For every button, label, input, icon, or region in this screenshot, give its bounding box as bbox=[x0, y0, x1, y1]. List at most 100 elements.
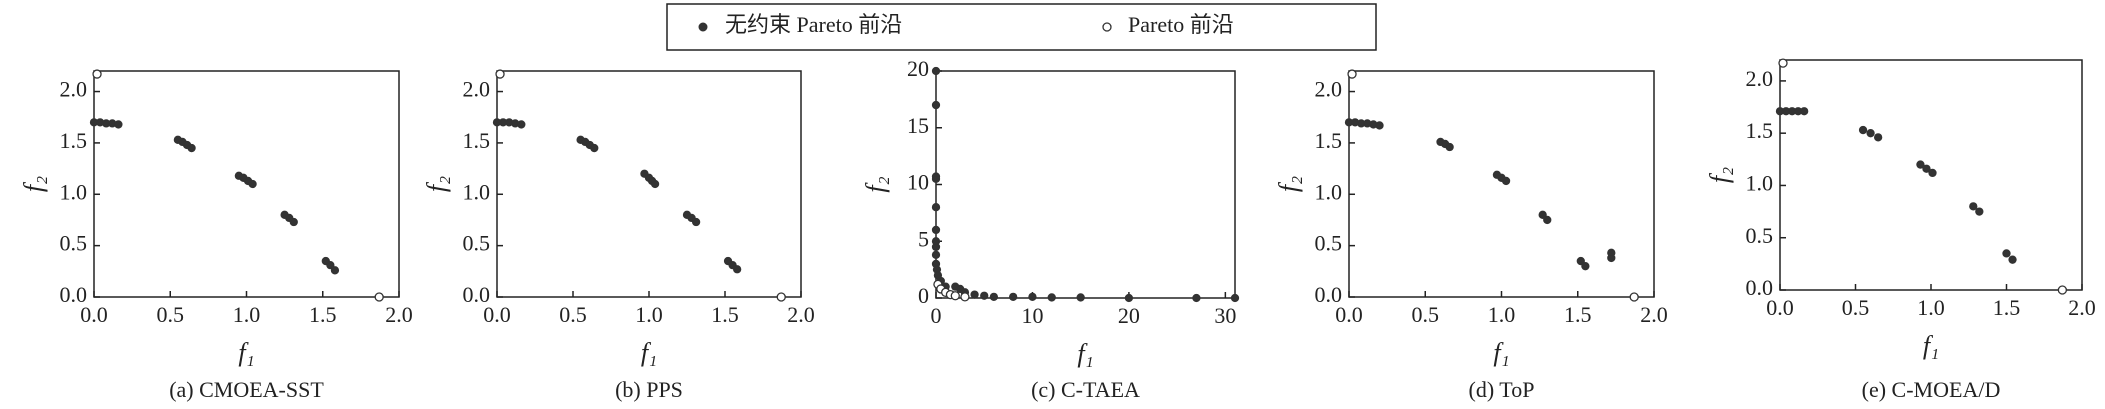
point bbox=[650, 179, 660, 189]
point bbox=[931, 250, 941, 260]
y-axis-label: f₂ bbox=[422, 176, 451, 192]
point bbox=[1009, 292, 1018, 302]
point bbox=[1192, 293, 1201, 303]
point bbox=[950, 291, 960, 301]
point bbox=[980, 291, 989, 300]
point bbox=[1629, 292, 1639, 302]
subplot-caption: (d) ToP bbox=[1469, 377, 1535, 402]
point bbox=[1916, 160, 1925, 169]
point bbox=[931, 100, 941, 110]
point bbox=[960, 292, 970, 302]
x-axis-label: f₁ bbox=[238, 338, 254, 367]
legend-box bbox=[666, 3, 1377, 51]
y-axis-label: f₂ bbox=[19, 176, 48, 192]
y-tick-label: 2.0 bbox=[1315, 77, 1343, 102]
point bbox=[2057, 285, 2068, 295]
y-axis-label: f₂ bbox=[1705, 167, 1734, 183]
subplot-caption: (b) PPS bbox=[615, 377, 683, 402]
x-tick-label: 2.0 bbox=[2068, 295, 2096, 320]
y-tick-label: 0.5 bbox=[60, 231, 88, 256]
point bbox=[1581, 262, 1590, 271]
x-tick-label: 0.0 bbox=[1335, 302, 1363, 327]
x-tick-label: 1.0 bbox=[1488, 302, 1516, 327]
x-tick-label: 2.0 bbox=[1640, 302, 1668, 327]
point bbox=[374, 292, 384, 302]
x-axis-label: f₁ bbox=[1923, 331, 1939, 360]
y-tick-label: 15 bbox=[907, 113, 929, 138]
point bbox=[2002, 249, 2011, 258]
x-tick-label: 1.5 bbox=[1993, 295, 2021, 320]
point bbox=[248, 179, 257, 189]
y-tick-label: 20 bbox=[907, 56, 929, 81]
point bbox=[1928, 168, 1937, 178]
x-tick-label: 10 bbox=[1021, 303, 1043, 328]
point bbox=[931, 203, 941, 212]
point bbox=[776, 292, 786, 302]
plot-frame bbox=[496, 70, 802, 298]
y-tick-label: 1.0 bbox=[1746, 171, 1774, 196]
point bbox=[1975, 207, 1984, 216]
x-tick-label: 0.0 bbox=[483, 302, 511, 327]
x-tick-label: 0.5 bbox=[559, 302, 587, 327]
point bbox=[289, 217, 298, 227]
y-tick-label: 1.0 bbox=[1315, 179, 1343, 204]
y-tick-label: 1.5 bbox=[1315, 128, 1343, 153]
point bbox=[1607, 253, 1616, 263]
x-tick-label: 0.5 bbox=[1842, 295, 1870, 320]
x-tick-label: 1.5 bbox=[309, 302, 337, 327]
y-tick-label: 5 bbox=[918, 226, 929, 251]
point bbox=[1858, 125, 1868, 135]
point bbox=[691, 217, 701, 227]
subplot-caption: (a) CMOEA-SST bbox=[169, 377, 324, 402]
point bbox=[1778, 58, 1788, 68]
subplot-caption: (e) C-MOEA/D bbox=[1862, 377, 2001, 402]
y-tick-label: 0.5 bbox=[1746, 223, 1774, 248]
x-tick-label: 0.5 bbox=[1412, 302, 1440, 327]
y-axis-label: f₂ bbox=[1274, 176, 1303, 192]
y-tick-label: 2.0 bbox=[463, 77, 491, 102]
point bbox=[187, 143, 196, 153]
y-tick-label: 0.5 bbox=[463, 231, 491, 256]
point bbox=[1028, 292, 1037, 302]
point bbox=[517, 120, 526, 129]
x-tick-label: 2.0 bbox=[385, 302, 413, 327]
x-tick-label: 0.0 bbox=[80, 302, 108, 327]
y-tick-label: 0.0 bbox=[463, 282, 491, 307]
legend-label: 无约束 Pareto 前沿 bbox=[725, 12, 902, 37]
legend-label: Pareto 前沿 bbox=[1128, 12, 1234, 37]
plot-frame bbox=[935, 70, 1236, 299]
point bbox=[931, 66, 941, 76]
y-tick-label: 1.5 bbox=[463, 128, 491, 153]
point bbox=[495, 69, 505, 79]
x-axis-label: f₁ bbox=[1077, 339, 1093, 368]
x-tick-label: 2.0 bbox=[787, 302, 815, 327]
y-tick-label: 0 bbox=[918, 283, 929, 308]
point bbox=[1922, 164, 1931, 173]
point bbox=[931, 225, 941, 235]
point bbox=[1501, 176, 1511, 186]
y-tick-label: 1.5 bbox=[60, 128, 88, 153]
point bbox=[114, 120, 123, 129]
x-tick-label: 1.0 bbox=[635, 302, 663, 327]
point bbox=[92, 69, 102, 79]
x-tick-label: 1.0 bbox=[233, 302, 261, 327]
point bbox=[1874, 133, 1883, 142]
point bbox=[1538, 210, 1547, 219]
point bbox=[1047, 293, 1056, 302]
x-tick-label: 20 bbox=[1118, 303, 1140, 328]
y-tick-label: 1.0 bbox=[60, 179, 88, 204]
point bbox=[1375, 121, 1384, 130]
point bbox=[1543, 215, 1552, 225]
plot-frame bbox=[1348, 70, 1655, 298]
y-tick-label: 1.0 bbox=[463, 179, 491, 204]
point bbox=[733, 265, 742, 274]
point bbox=[989, 292, 999, 302]
point bbox=[1230, 293, 1240, 303]
point bbox=[1445, 142, 1454, 152]
x-tick-label: 1.5 bbox=[711, 302, 739, 327]
y-tick-label: 10 bbox=[907, 170, 929, 195]
legend-marker bbox=[1102, 22, 1112, 32]
point bbox=[1800, 107, 1809, 116]
point bbox=[326, 261, 335, 270]
